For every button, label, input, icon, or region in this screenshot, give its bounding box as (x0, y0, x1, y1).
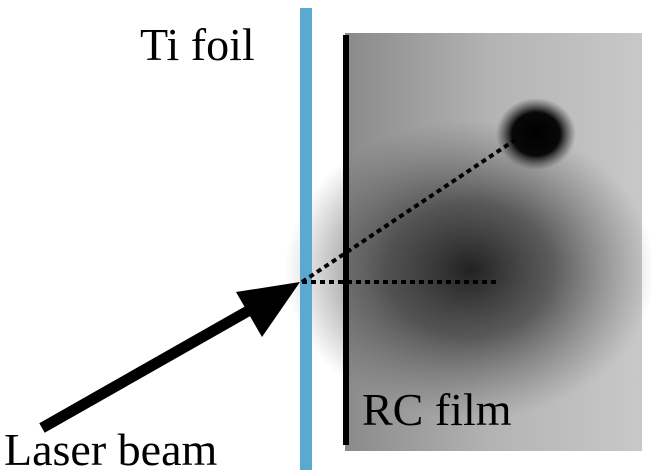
ti-foil-label: Ti foil (140, 19, 255, 70)
rc-film-label: RC film (362, 384, 512, 435)
laser-arrow (42, 282, 300, 428)
laser-beam-label: Laser beam (4, 424, 217, 475)
diagram: Ti foil RC film Laser beam (0, 0, 652, 475)
ti-foil (300, 8, 312, 470)
film-edge (343, 35, 349, 445)
